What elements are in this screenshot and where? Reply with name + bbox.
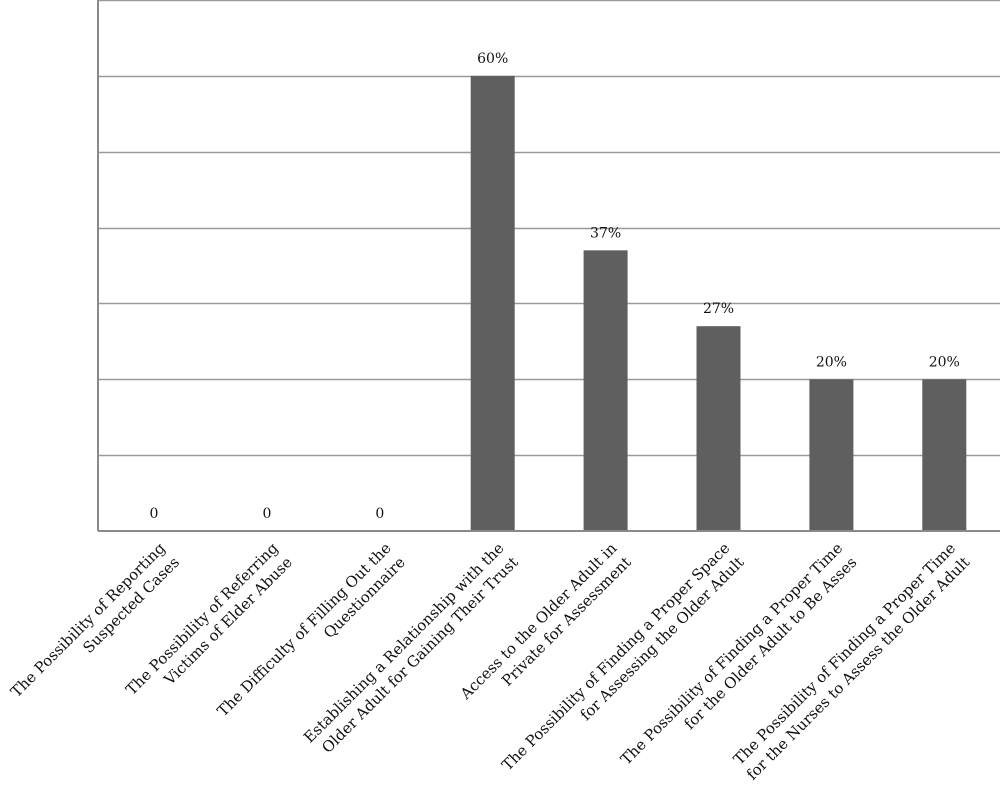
bar — [583, 250, 628, 532]
axes — [97, 0, 1000, 532]
x-tick-label-line: for the Nurses to Assess the Older Adult — [743, 553, 973, 783]
bar — [470, 75, 515, 531]
bar — [809, 379, 854, 531]
bars — [470, 75, 967, 532]
data-label: 0 — [150, 506, 159, 522]
data-label: 37% — [590, 225, 621, 241]
bar — [922, 379, 967, 531]
data-label: 0 — [262, 506, 271, 522]
data-label: 0 — [375, 506, 384, 522]
x-tick-label: The Possibility of Finding a Proper Time… — [730, 539, 973, 784]
bar — [696, 326, 741, 531]
gridlines — [98, 0, 1000, 457]
data-labels: 0 0 0 60% 37% 27% 20% 20% — [150, 51, 960, 522]
x-tick-label: Establishing a Relationship with theOlde… — [300, 539, 522, 757]
data-label: 20% — [929, 354, 960, 370]
data-label: 20% — [816, 354, 847, 370]
data-label: 27% — [703, 301, 734, 317]
data-label: 60% — [477, 51, 508, 67]
